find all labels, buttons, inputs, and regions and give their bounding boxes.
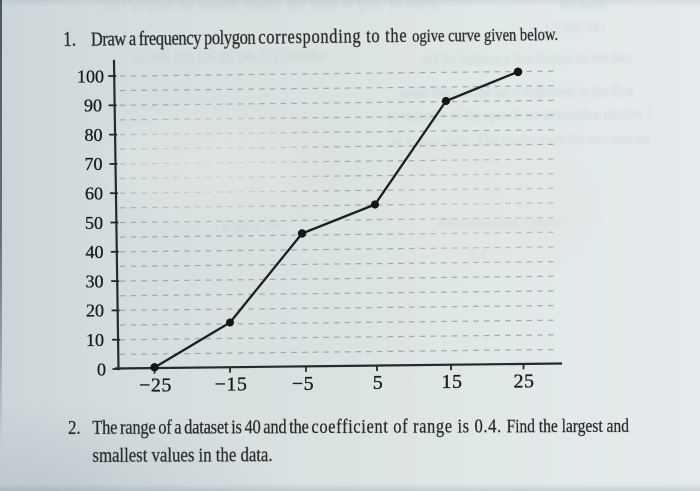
svg-text:5: 5	[373, 372, 384, 394]
svg-text:10: 10	[86, 330, 104, 350]
svg-text:30: 30	[86, 271, 104, 291]
svg-text:60: 60	[85, 184, 103, 204]
svg-text:−5: −5	[292, 373, 314, 395]
svg-text:25: 25	[514, 370, 535, 392]
svg-text:70: 70	[85, 154, 103, 174]
svg-text:−15: −15	[215, 374, 248, 396]
svg-text:−25: −25	[139, 375, 172, 397]
svg-text:50: 50	[85, 213, 103, 233]
svg-text:40: 40	[86, 242, 104, 262]
svg-text:100: 100	[77, 66, 104, 86]
svg-text:0: 0	[97, 359, 106, 379]
svg-text:80: 80	[85, 125, 103, 145]
svg-text:20: 20	[86, 301, 104, 321]
svg-text:90: 90	[84, 96, 102, 116]
svg-text:15: 15	[442, 371, 463, 393]
